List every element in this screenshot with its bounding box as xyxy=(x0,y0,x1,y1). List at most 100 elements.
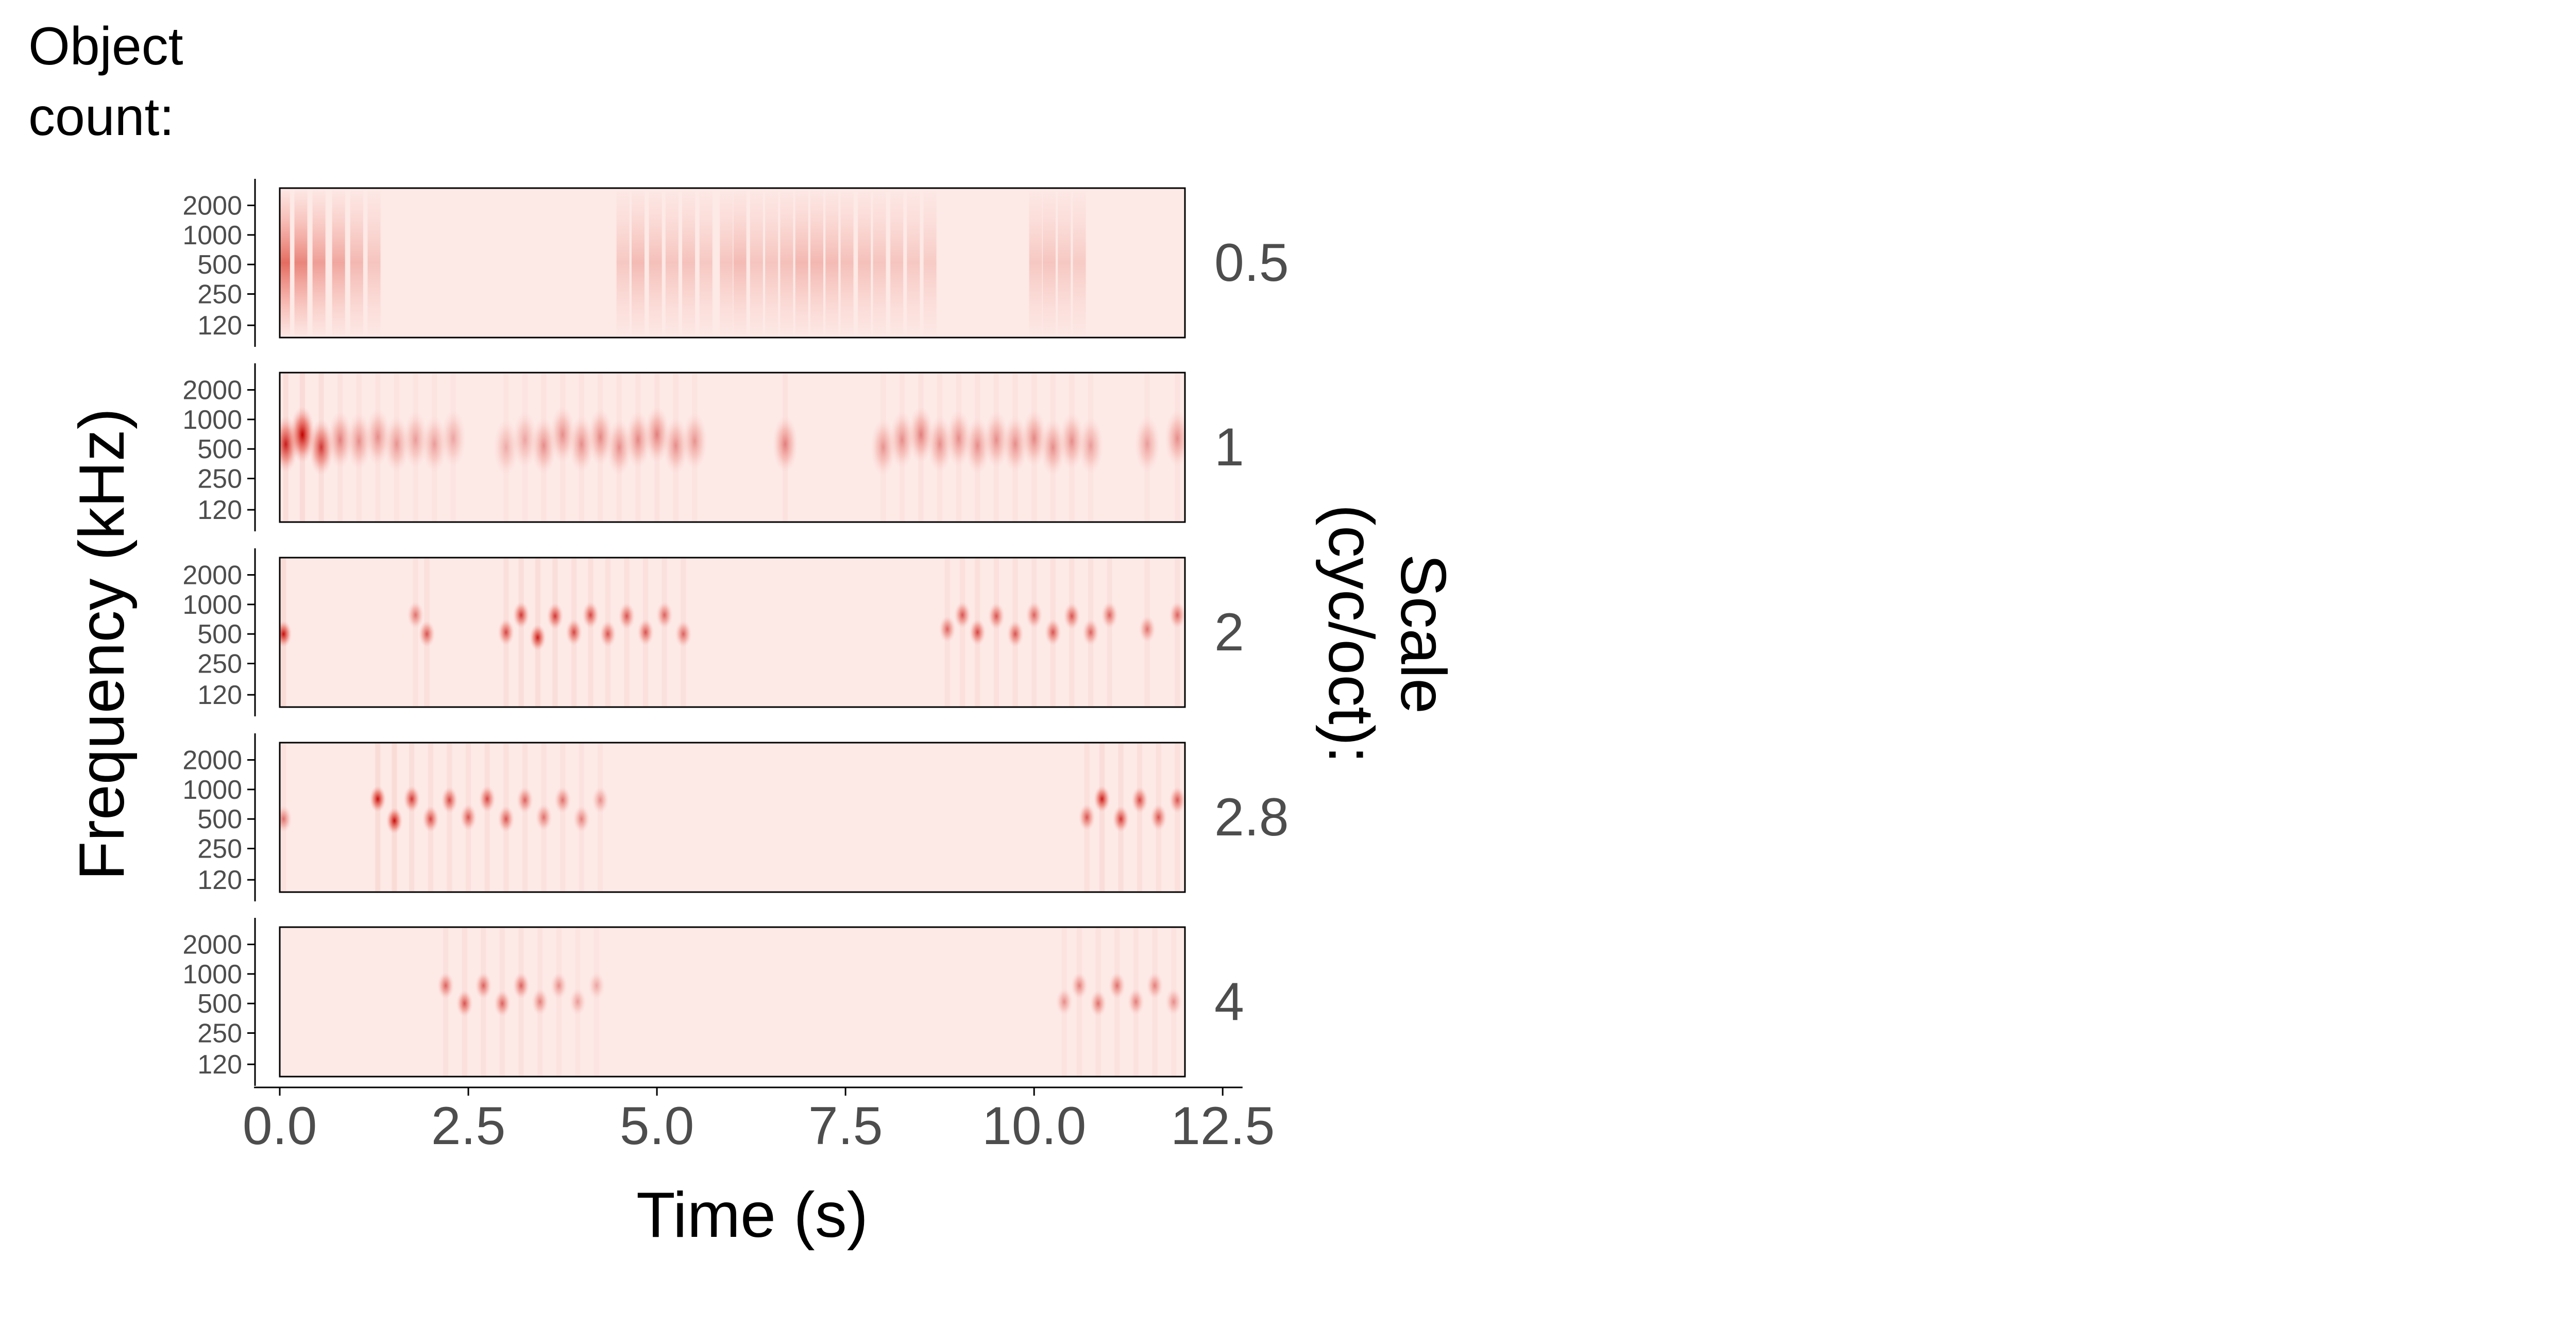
heatmap-cells xyxy=(280,743,1185,892)
panel-background xyxy=(280,743,1185,892)
heat-blob xyxy=(441,786,458,814)
heat-band xyxy=(665,188,679,338)
heat-streak xyxy=(624,558,630,707)
heat-band xyxy=(720,188,733,338)
heat-band xyxy=(312,188,326,338)
heat-blob xyxy=(309,418,334,476)
heat-band xyxy=(795,188,808,338)
heat-blob xyxy=(618,602,635,630)
panel-background xyxy=(280,927,1185,1077)
facet-value-label: 4 xyxy=(1214,972,1244,1032)
heat-blob xyxy=(1101,601,1118,629)
heat-streak xyxy=(1152,927,1158,1077)
y-tick-label: 250 xyxy=(197,280,242,310)
heat-blob xyxy=(1022,410,1047,467)
heat-blob xyxy=(969,618,986,646)
heat-streak xyxy=(522,743,528,892)
y-tick-label: 1000 xyxy=(182,405,242,435)
heat-blob xyxy=(1112,806,1129,833)
heat-blob xyxy=(475,972,492,999)
heat-band xyxy=(810,188,824,338)
heat-blob xyxy=(384,415,409,473)
heat-band xyxy=(765,188,778,338)
heat-blob xyxy=(588,409,613,466)
heat-blob xyxy=(569,415,594,473)
heat-streak xyxy=(481,927,486,1077)
y-tick-label: 500 xyxy=(197,434,242,464)
heat-streak xyxy=(1114,927,1120,1077)
heat-blob xyxy=(656,601,673,629)
heat-blob xyxy=(965,417,990,474)
heat-blob xyxy=(422,415,447,473)
heat-blob xyxy=(513,601,530,629)
heat-blob xyxy=(625,411,651,468)
panel-border xyxy=(279,926,1186,1078)
heatmap-cells xyxy=(280,558,1185,707)
heat-blob xyxy=(280,806,292,833)
heat-blob xyxy=(1150,803,1167,831)
heat-blob xyxy=(407,601,424,629)
heat-blob xyxy=(772,415,798,473)
heat-blob xyxy=(1059,413,1084,470)
y-tick-label: 120 xyxy=(197,311,242,341)
y-axis-label: Frequency (kHz) xyxy=(66,408,138,880)
heat-band xyxy=(890,188,904,338)
y-tick-label: 120 xyxy=(197,680,242,710)
heat-band xyxy=(616,188,630,338)
heat-blob xyxy=(346,413,371,470)
heat-blob xyxy=(498,806,515,833)
heat-band xyxy=(873,188,886,338)
heat-blob xyxy=(456,990,473,1017)
heat-band xyxy=(350,188,363,338)
heat-streak xyxy=(588,558,594,707)
heat-blob xyxy=(531,417,556,474)
heat-band xyxy=(682,188,696,338)
heat-blob xyxy=(908,406,934,463)
y-tick-label: 500 xyxy=(197,250,242,280)
y-tick-label: 1000 xyxy=(182,775,242,805)
y-tick-label: 1000 xyxy=(182,590,242,620)
y-tick-label: 250 xyxy=(197,834,242,864)
heat-blob xyxy=(386,807,403,834)
facet-value-label: 0.5 xyxy=(1214,233,1289,293)
y-tick-label: 500 xyxy=(197,989,242,1019)
heat-streak xyxy=(413,558,418,707)
heat-blob xyxy=(529,624,546,651)
heat-blob xyxy=(365,409,391,466)
heat-blob xyxy=(554,786,571,814)
heat-band xyxy=(858,188,871,338)
panel-border xyxy=(279,742,1186,893)
heat-blob xyxy=(403,785,420,813)
y-tick-label: 1000 xyxy=(182,221,242,250)
facet-label-line-2: (cyc/oct): xyxy=(1315,505,1386,764)
heat-blob xyxy=(582,601,599,629)
heat-blob xyxy=(1056,988,1073,1015)
heat-blob xyxy=(637,618,654,646)
heat-streak xyxy=(993,558,999,707)
heat-blob xyxy=(280,620,292,648)
heat-blob xyxy=(682,413,707,470)
heat-band xyxy=(631,188,645,338)
heat-blob xyxy=(1109,972,1126,999)
heat-blob xyxy=(403,411,428,468)
facet-value-label: 2.8 xyxy=(1214,787,1289,847)
heat-blob xyxy=(440,410,466,467)
heatmap-cells xyxy=(280,373,1185,522)
facet-label-line-1: Scale xyxy=(1387,554,1459,714)
heat-blob xyxy=(1063,602,1080,630)
heat-blob xyxy=(516,786,533,814)
x-tick-label: 2.5 xyxy=(431,1096,506,1156)
y-tick-label: 500 xyxy=(197,804,242,834)
heat-streak xyxy=(1175,743,1180,892)
heat-band xyxy=(907,188,920,338)
x-tick-label: 12.5 xyxy=(1171,1096,1275,1156)
heat-blob xyxy=(498,618,515,646)
heat-band xyxy=(733,188,747,338)
y-tick-label: 120 xyxy=(197,1050,242,1080)
heat-blob xyxy=(494,990,511,1017)
facet-strip-label: Scale (cyc/oct): xyxy=(1315,505,1459,764)
heat-band xyxy=(1073,188,1086,338)
heat-blob xyxy=(1131,786,1148,814)
